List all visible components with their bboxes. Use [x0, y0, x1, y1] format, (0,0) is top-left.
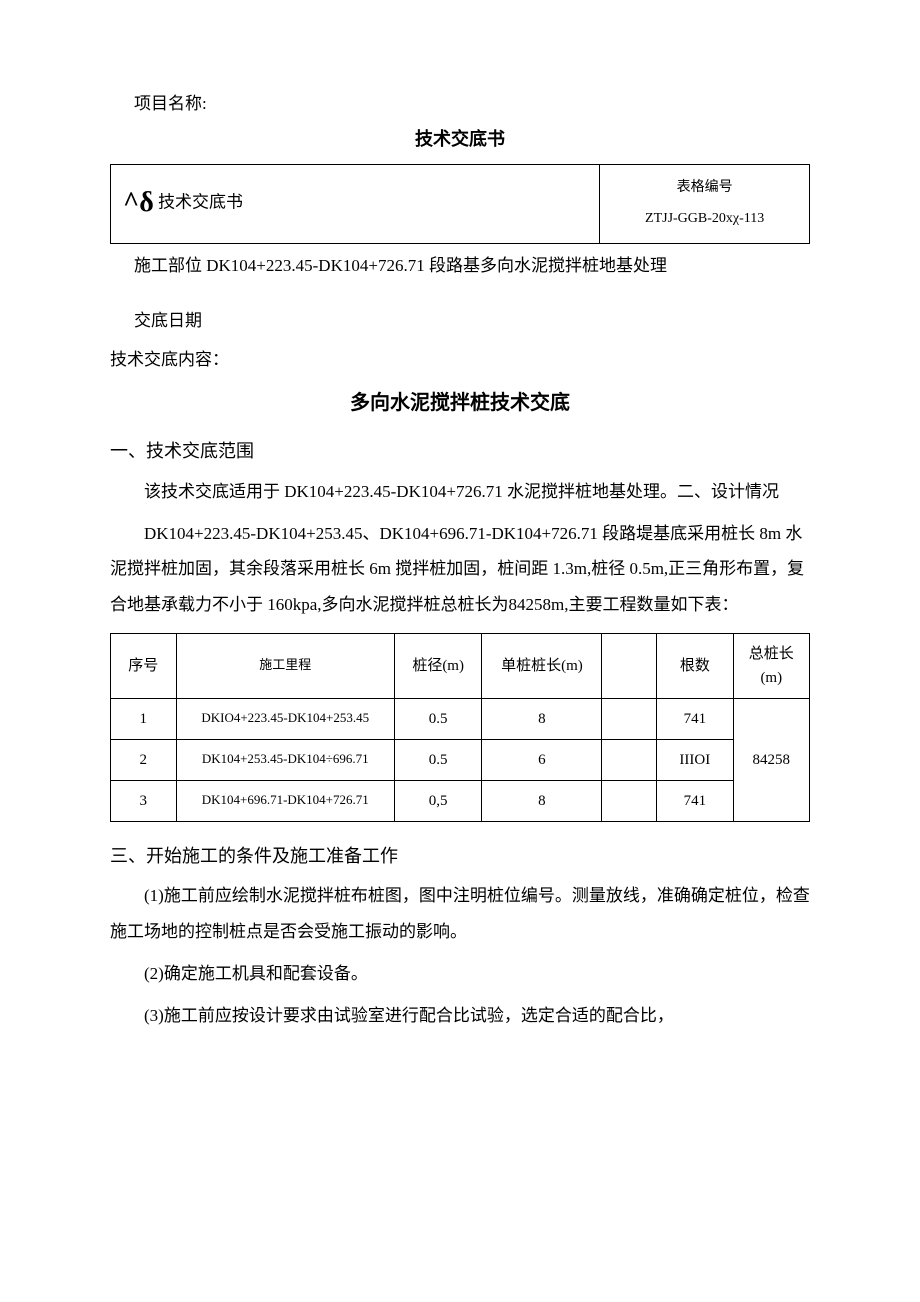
header-right-cell: 表格编号 ZTJJ-GGB-20xχ-113: [600, 164, 810, 243]
cell-diameter: 0,5: [394, 780, 481, 821]
data-table: 序号 施工里程 桩径(m) 单桩桩长(m) 根数 总桩长(m) 1 DKIO4+…: [110, 633, 810, 822]
document-title: 技术交底书: [110, 125, 810, 154]
cell-total-length: 84258: [733, 698, 809, 821]
th-count: 根数: [657, 633, 733, 698]
form-number-label: 表格编号: [612, 173, 797, 204]
th-total: 总桩长(m): [733, 633, 809, 698]
delivery-date-label: 交底日期: [134, 307, 810, 334]
section2-body: DK104+223.45-DK104+253.45、DK104+696.71-D…: [110, 516, 810, 623]
table-row: 1 DKIO4+223.45-DK104+253.45 0.5 8 741 84…: [111, 698, 810, 739]
prep-item-3: (3)施工前应按设计要求由试验室进行配合比试验，选定合适的配合比，: [110, 998, 810, 1034]
cell-empty: [602, 739, 657, 780]
section3-heading: 三、开始施工的条件及施工准备工作: [110, 842, 810, 871]
table-row: 3 DK104+696.71-DK104+726.71 0,5 8 741: [111, 780, 810, 821]
prep-item-2: (2)确定施工机具和配套设备。: [110, 956, 810, 992]
th-empty: [602, 633, 657, 698]
cell-count: IIIOI: [657, 739, 733, 780]
cell-single-len: 8: [482, 780, 602, 821]
th-diameter: 桩径(m): [394, 633, 481, 698]
cell-seq: 2: [111, 739, 177, 780]
cell-mileage: DKIO4+223.45-DK104+253.45: [176, 698, 394, 739]
cell-single-len: 8: [482, 698, 602, 739]
cell-mileage: DK104+696.71-DK104+726.71: [176, 780, 394, 821]
cell-empty: [602, 780, 657, 821]
cell-seq: 3: [111, 780, 177, 821]
prep-item-1: (1)施工前应绘制水泥搅拌桩布桩图，图中注明桩位编号。测量放线，准确确定桩位，检…: [110, 878, 810, 949]
cell-single-len: 6: [482, 739, 602, 780]
table-row: 2 DK104+253.45-DK104÷696.71 0.5 6 IIIOI: [111, 739, 810, 780]
project-name-label: 项目名称:: [110, 90, 810, 117]
header-table: ^δ 技术交底书 表格编号 ZTJJ-GGB-20xχ-113: [110, 164, 810, 244]
section1-heading: 一、技术交底范围: [110, 437, 810, 466]
cell-count: 741: [657, 698, 733, 739]
cell-count: 741: [657, 780, 733, 821]
cell-mileage: DK104+253.45-DK104÷696.71: [176, 739, 394, 780]
cell-diameter: 0.5: [394, 739, 481, 780]
th-seq: 序号: [111, 633, 177, 698]
th-single-len: 单桩桩长(m): [482, 633, 602, 698]
section1-body: 该技术交底适用于 DK104+223.45-DK104+726.71 水泥搅拌桩…: [110, 474, 810, 510]
cell-seq: 1: [111, 698, 177, 739]
table-header-row: 序号 施工里程 桩径(m) 单桩桩长(m) 根数 总桩长(m): [111, 633, 810, 698]
construction-location: 施工部位 DK104+223.45-DK104+726.71 段路基多向水泥搅拌…: [134, 252, 810, 279]
header-left-text: 技术交底书: [158, 193, 243, 212]
cell-empty: [602, 698, 657, 739]
cell-diameter: 0.5: [394, 698, 481, 739]
th-mileage: 施工里程: [176, 633, 394, 698]
header-left-cell: ^δ 技术交底书: [111, 164, 600, 243]
form-number: ZTJJ-GGB-20xχ-113: [612, 204, 797, 235]
main-title: 多向水泥搅拌桩技术交底: [110, 387, 810, 419]
caret-symbol: ^δ: [123, 187, 154, 218]
content-label: 技术交底内容：: [110, 346, 810, 373]
